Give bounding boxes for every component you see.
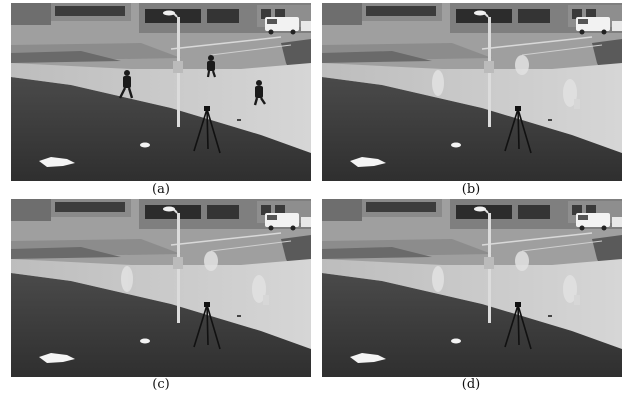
panel-b-image	[322, 3, 622, 181]
scene-a	[11, 3, 311, 181]
panel-d-image	[322, 199, 622, 377]
panel-a-image	[11, 3, 311, 181]
caption-a: (a)	[152, 182, 170, 197]
caption-c: (c)	[152, 377, 170, 392]
panel-c-image	[11, 199, 311, 377]
caption-b: (b)	[461, 182, 481, 197]
scene-c	[11, 199, 311, 377]
scene-b	[322, 3, 622, 181]
caption-d: (d)	[461, 377, 481, 392]
scene-d	[322, 199, 622, 377]
